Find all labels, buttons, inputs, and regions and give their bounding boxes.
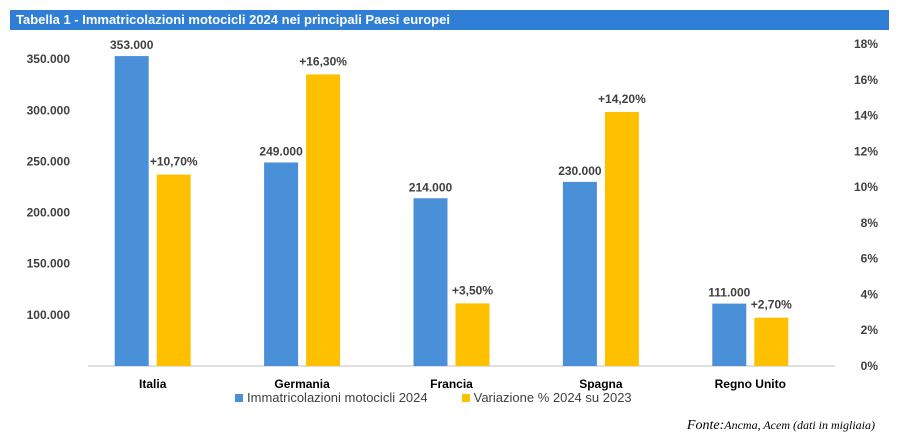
- y-right-tick-label: 16%: [854, 73, 878, 87]
- x-tick-label: Regno Unito: [715, 377, 786, 391]
- data-label-series-1: 230.000: [558, 164, 602, 178]
- y-left-tick-label: 150.000: [27, 257, 71, 271]
- y-left-tick-label: 200.000: [27, 206, 71, 220]
- y-right-tick-label: 8%: [861, 216, 879, 230]
- bar-series-1: [712, 303, 747, 366]
- data-label-series-2: +10,70%: [150, 155, 198, 169]
- legend-label-series-1: Immatricolazioni motocicli 2024: [247, 390, 428, 405]
- bar-series-2: [455, 303, 490, 366]
- x-tick-label: Germania: [274, 377, 330, 391]
- y-left-tick-label: 250.000: [27, 154, 71, 168]
- legend-item-series-1: Immatricolazioni motocicli 2024: [235, 390, 428, 405]
- legend-swatch-series-2: [461, 393, 470, 402]
- y-right-tick-label: 10%: [854, 180, 878, 194]
- bar-series-2: [604, 111, 639, 366]
- y-right-tick-label: 12%: [854, 144, 878, 158]
- bar-series-1: [114, 56, 149, 366]
- source-label: Fonte:: [686, 418, 725, 433]
- y-left-tick-label: 350.000: [27, 52, 71, 66]
- data-label-series-2: +3,50%: [452, 283, 493, 297]
- bar-series-1: [264, 162, 299, 366]
- data-label-series-2: +14,20%: [598, 92, 646, 106]
- y-right-tick-label: 14%: [854, 109, 878, 123]
- y-right-tick-label: 2%: [861, 323, 879, 337]
- data-label-series-1: 249.000: [259, 144, 303, 158]
- legend-label-series-2: Variazione % 2024 su 2023: [473, 390, 632, 405]
- y-left-tick-label: 300.000: [27, 103, 71, 117]
- bar-series-1: [413, 198, 448, 366]
- x-tick-label: Francia: [430, 377, 473, 391]
- data-label-series-2: +16,30%: [299, 54, 347, 68]
- source-note: Fonte:Ancma, Acem (dati in migliaia): [687, 418, 875, 434]
- y-right-tick-label: 6%: [861, 252, 879, 266]
- data-label-series-1: 353.000: [110, 38, 154, 52]
- legend-swatch-series-1: [235, 393, 243, 402]
- bar-series-2: [306, 74, 341, 367]
- x-tick-label: Italia: [139, 377, 167, 391]
- chart-legend: Immatricolazioni motocicli 2024 Variazio…: [235, 390, 632, 405]
- data-label-series-1: 111.000: [708, 286, 750, 300]
- bar-series-2: [754, 317, 789, 366]
- bar-series-2: [156, 174, 191, 366]
- x-tick-label: Spagna: [579, 377, 623, 391]
- y-right-tick-label: 4%: [861, 287, 879, 301]
- chart-title: Tabella 1 - Immatricolazioni motocicli 2…: [10, 10, 889, 30]
- y-right-tick-label: 18%: [854, 37, 878, 51]
- source-text: Ancma, Acem (dati in migliaia): [724, 418, 875, 432]
- bar-series-1: [562, 181, 597, 366]
- data-label-series-2: +2,70%: [751, 298, 792, 312]
- legend-item-series-2: Variazione % 2024 su 2023: [461, 390, 632, 405]
- data-label-series-1: 214.000: [409, 180, 453, 194]
- y-right-tick-label: 0%: [861, 359, 879, 373]
- y-left-tick-label: 100.000: [27, 308, 71, 322]
